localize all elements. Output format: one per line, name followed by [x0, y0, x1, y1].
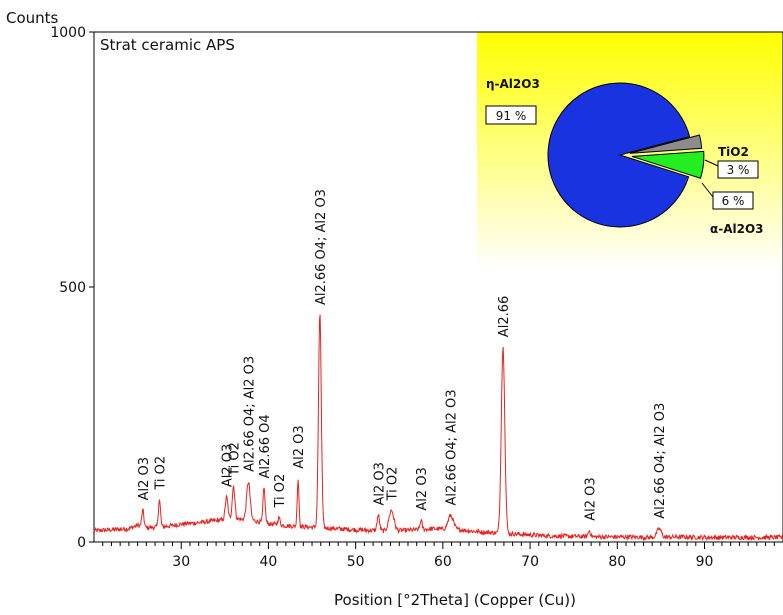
- x-tick-label: 80: [608, 554, 626, 570]
- pie-value-box-alpha: [712, 191, 754, 210]
- y-tick-label: 0: [77, 535, 86, 551]
- peak-annotation: Ti O2: [273, 474, 288, 509]
- peak-annotation: Al2.66 O4; Al2 O3: [314, 189, 329, 305]
- peak-annotation: Ti O2: [385, 467, 400, 502]
- y-axis-ticks: 0 500 1000: [50, 25, 94, 551]
- peak-annotation: Al2 O3: [583, 477, 598, 520]
- peak-annotation: Al2 O3: [372, 462, 387, 505]
- phase-pie-chart: [547, 82, 705, 228]
- peak-annotation: Al2.66 O4; Al2 O3: [653, 403, 668, 519]
- pie-slice-alpha: [631, 150, 705, 179]
- peak-annotation: Al2 O3: [137, 457, 152, 500]
- peak-annotation: Al2.66 O4: [258, 414, 273, 478]
- pie-leader-tio2: [704, 159, 719, 167]
- x-axis-ticks: 30 40 50 60 70 80 90: [172, 542, 713, 570]
- x-tick-label: 90: [696, 554, 714, 570]
- pie-leader-alpha: [701, 182, 714, 198]
- pie-value-box-tio2: [717, 160, 759, 179]
- x-tick-label: 60: [434, 554, 452, 570]
- y-tick-label: 500: [59, 280, 86, 296]
- peak-annotation: Ti O2: [153, 456, 168, 491]
- peak-annotation: Al2.66 O4; Al2 O3: [445, 389, 460, 505]
- pie-label-tio2: TiO2: [718, 145, 749, 159]
- peak-annotation: Al2 O3: [221, 444, 236, 487]
- x-axis-label: Position [°2Theta] (Copper (Cu)): [334, 591, 576, 609]
- xrd-pattern-line: [93, 314, 783, 542]
- pie-slice-eta: [547, 82, 691, 228]
- pie-value-eta: 91 %: [496, 109, 527, 123]
- x-tick-label: 40: [260, 554, 278, 570]
- pie-slice-tio2: [629, 134, 703, 154]
- peak-annotation: Al2 O3: [415, 467, 430, 510]
- x-axis-minor-ticks: [102, 542, 775, 546]
- pie-value-tio2: 3 %: [727, 163, 750, 177]
- y-axis-label: Counts: [6, 9, 59, 27]
- pie-value-alpha: 6 %: [722, 194, 745, 208]
- pie-label-alpha: α-Al2O3: [710, 222, 764, 236]
- pie-value-box-eta: [485, 105, 537, 125]
- y-tick-label: 1000: [50, 25, 86, 41]
- x-tick-label: 70: [521, 554, 539, 570]
- x-tick-label: 30: [172, 554, 190, 570]
- peak-annotation: Al2 O3: [292, 425, 307, 468]
- peak-annotation: Al2.66: [497, 296, 512, 337]
- peak-annotation: Al2.66 O4; Al2 O3: [242, 356, 257, 472]
- peak-annotation: Ti O2: [228, 442, 243, 477]
- pie-label-eta: η-Al2O3: [486, 77, 540, 91]
- chart-title: Strat ceramic APS: [100, 36, 235, 54]
- x-tick-label: 50: [347, 554, 365, 570]
